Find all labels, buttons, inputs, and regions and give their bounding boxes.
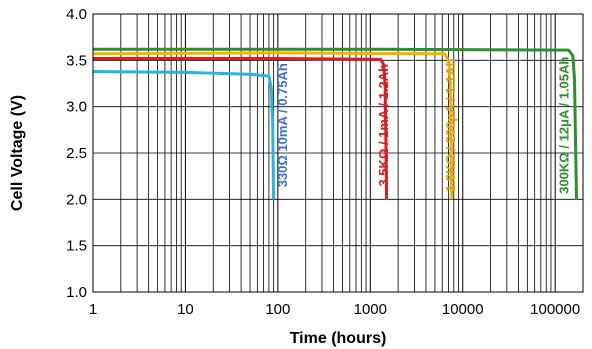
series-line-1 (92, 70, 276, 200)
x-axis-title: Time (hours) (290, 330, 387, 347)
y-tick-label: 2.5 (66, 145, 87, 162)
grid (92, 13, 584, 293)
y-tick-label: 2.0 (66, 191, 87, 208)
y-tick-label: 4.0 (66, 6, 87, 23)
plot-frame (92, 13, 584, 293)
series-line-3 (92, 51, 454, 200)
x-tick-label: 1000 (354, 301, 387, 318)
y-tick-label: 1.0 (66, 284, 87, 301)
x-tick-label: 10000 (442, 301, 484, 318)
series-label-2: 3.5KΩ / 1mA / 1.2Ah (376, 64, 391, 187)
y-tick-label: 3.0 (66, 99, 87, 116)
x-tick-label: 1 (89, 301, 97, 318)
x-tick-label: 10 (177, 301, 194, 318)
tick-labels: 1 10 100 1000 10000 100000 1.0 1.5 2.0 2.5 3.0 3.5 4… (66, 6, 580, 318)
y-tick-label: 3.5 (66, 52, 87, 69)
series-labels: 330Ω 10mA / 0.75Ah 3.5KΩ / 1mA / 1.2Ah 1.8… (275, 57, 572, 194)
series-label-1: 330Ω 10mA / 0.75Ah (275, 63, 290, 187)
y-tick-label: 1.5 (66, 238, 87, 255)
series-line-4 (93, 47, 578, 200)
x-tick-label: 100000 (530, 301, 580, 318)
y-axis-title: Cell Voltage (V) (9, 95, 26, 211)
series-group (92, 47, 578, 200)
series-label-4: 300KΩ / 12μA / 1.05Ah (557, 57, 572, 194)
x-tick-label: 100 (265, 301, 290, 318)
series-label-3: 1.8KΩ / 200μA / 1.1Ah (443, 58, 458, 192)
series-line-2 (93, 57, 389, 200)
